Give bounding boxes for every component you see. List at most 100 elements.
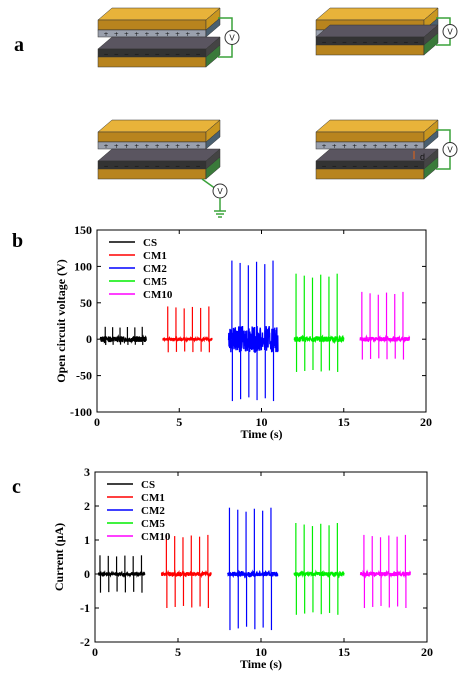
series-CM1 <box>162 306 213 353</box>
panel-label-b: b <box>12 230 24 252</box>
y-tick-label: 3 <box>84 465 90 479</box>
x-tick-label: 15 <box>338 645 350 659</box>
stack-bottom-left-upper-electrode <box>97 119 221 143</box>
stack-top-left-lower-film-top <box>97 36 221 50</box>
legend-label: CM1 <box>143 250 167 262</box>
voltage-chart: 0 5 10 15 20 -100 -50 0 50 100 150 Time (s) Open cir… <box>54 223 432 441</box>
series-trace-CM5 <box>293 569 345 579</box>
stack-top-right-lower-charges-sign: − <box>362 39 367 46</box>
stack-top-left-lower-charges-sign: − <box>114 51 119 58</box>
stack-top-left-lower-charges-sign: − <box>185 51 190 58</box>
stack-bottom-right-upper-charges-sign: + <box>332 143 337 150</box>
y-tick-label: 1 <box>84 533 90 547</box>
stack-bottom-right-lower-charges-sign: − <box>362 163 367 170</box>
series-trace-CM1 <box>160 569 212 579</box>
stack-bottom-right-lower-electrode <box>315 168 425 180</box>
stack-top-left-upper-charges-sign: + <box>185 31 190 38</box>
stack-bottom-right-lower-charges-sign: − <box>383 163 388 170</box>
stack-top-left-lower-electrode-front <box>97 56 207 68</box>
series-CM5 <box>293 273 345 372</box>
x-axis-label: Time (s) <box>240 427 282 441</box>
series-CM10 <box>359 534 411 608</box>
stack-top-left-lower-charges-sign: − <box>144 51 149 58</box>
stack-bottom-right-upper-electrode-front <box>315 131 425 143</box>
stack-bottom-left-lower-charges-sign: − <box>103 163 108 170</box>
stack-bottom-right-voltmeter: V <box>442 142 458 157</box>
stack-top-left-lower-charges-sign: − <box>195 51 200 58</box>
stack-bottom-right-lower-charges-sign: − <box>352 163 357 170</box>
stack-top-left-lower-charges: − − − − − − − − − − <box>103 51 200 58</box>
stack-bottom-left: + + + + + + + + + +− − − − − − − − − −V <box>97 119 228 218</box>
legend-label: CM5 <box>141 518 165 530</box>
panel-label-c: c <box>12 476 21 498</box>
legend-label: CM1 <box>141 492 165 504</box>
y-axis-label: Open circuit voltage (V) <box>54 259 68 382</box>
stack-bottom-right-upper-charges-sign: + <box>373 143 378 150</box>
stack-bottom-left-lower-film <box>97 148 221 170</box>
stack-top-left-voltmeter: V <box>224 30 240 45</box>
series-CM10 <box>359 291 411 360</box>
y-tick-label: -100 <box>70 405 92 419</box>
stack-bottom-left-upper-charges-sign: + <box>185 143 190 150</box>
series-trace-CM1 <box>162 335 213 343</box>
stack-bottom-left-voltmeter: V <box>212 183 228 199</box>
series-trace-CM5 <box>293 334 345 345</box>
stack-top-left-lower-film <box>97 36 221 58</box>
y-tick-label: 0 <box>84 567 90 581</box>
stack-bottom-left-lower-electrode-side <box>205 156 221 180</box>
stack-bottom-left-lower-charges-sign: − <box>155 163 160 170</box>
stack-top-right-lower-charges-sign: − <box>321 39 326 46</box>
stack-bottom-right-lower-charges-sign: − <box>373 163 378 170</box>
series-CS <box>97 555 146 593</box>
legend-label: CM10 <box>143 289 173 301</box>
stack-bottom-right-upper-charges-sign: + <box>393 143 398 150</box>
stack-top-left-upper-charges-sign: + <box>165 31 170 38</box>
legend-label: CM2 <box>141 505 165 517</box>
stack-bottom-right-upper-charges-sign: + <box>413 143 418 150</box>
stack-bottom-left-lower-charges: − − − − − − − − − − <box>103 163 200 170</box>
y-tick-label: 150 <box>74 223 92 237</box>
stack-top-left-wire-top <box>218 17 233 31</box>
schematic-diagram: ++++++++++−−−−−−−−−−V++++++++++−−−−−−−−−… <box>97 7 458 218</box>
stack-bottom-left-lower-charges-sign: − <box>165 163 170 170</box>
x-tick-label: 5 <box>175 645 181 659</box>
stack-bottom-right-upper-charges-sign: + <box>342 143 347 150</box>
voltmeter-label: V <box>229 34 235 43</box>
stack-top-right-lower-charges-sign: − <box>342 39 347 46</box>
voltmeter-label: V <box>447 146 453 155</box>
y-tick-label: 0 <box>86 332 92 346</box>
stack-top-left-upper-charges-sign: + <box>195 31 200 38</box>
legend-label: CS <box>141 479 155 491</box>
stack-top-left-lower-charges-sign: − <box>124 51 129 58</box>
stack-bottom-right-upper-charges: + + + + + + + + + + <box>321 143 418 150</box>
stack-top-left-lower-charges-sign: − <box>165 51 170 58</box>
stack-bottom-left-lower-charges-sign: − <box>144 163 149 170</box>
stack-bottom-right-upper-charges-sign: + <box>321 143 326 150</box>
x-tick-label: 0 <box>94 415 100 429</box>
stack-top-right-wire-bottom <box>436 38 451 46</box>
stack-bottom-left-upper-electrode-front <box>97 131 207 143</box>
series-trace-CM2 <box>227 569 279 579</box>
stack-bottom-right-upper-charges-sign: + <box>352 143 357 150</box>
stack-bottom-left-lower-charges-sign: − <box>195 163 200 170</box>
stack-top-left-upper-electrode-front <box>97 19 207 31</box>
x-tick-label: 20 <box>420 415 432 429</box>
stack-top-left-lower-charges-sign: − <box>155 51 160 58</box>
stack-top-right-lower-electrode <box>315 44 425 56</box>
stack-bottom-left-lower-electrode-front <box>97 168 207 180</box>
x-tick-label: 15 <box>338 415 350 429</box>
stack-bottom-right-lower-charges-sign: − <box>393 163 398 170</box>
stack-bottom-right-lower-electrode-front <box>315 168 425 180</box>
stack-bottom-left-lower-charges-sign: − <box>114 163 119 170</box>
stack-bottom-left-upper-charges-sign: + <box>165 143 170 150</box>
stack-top-right-lower-charges: − − − − − − − − − − <box>321 39 418 46</box>
stack-top-left-upper-charges-sign: + <box>124 31 129 38</box>
voltmeter-circle <box>442 142 458 157</box>
stack-top-right-lower-charges-sign: − <box>373 39 378 46</box>
stack-bottom-right-upper-charges-sign: + <box>362 143 367 150</box>
stack-bottom-right-lower-charges-sign: − <box>342 163 347 170</box>
stack-bottom-left-lower-charges-sign: − <box>124 163 129 170</box>
x-axis-label: Time (s) <box>240 657 282 671</box>
stack-top-right-lower-film <box>315 24 439 46</box>
